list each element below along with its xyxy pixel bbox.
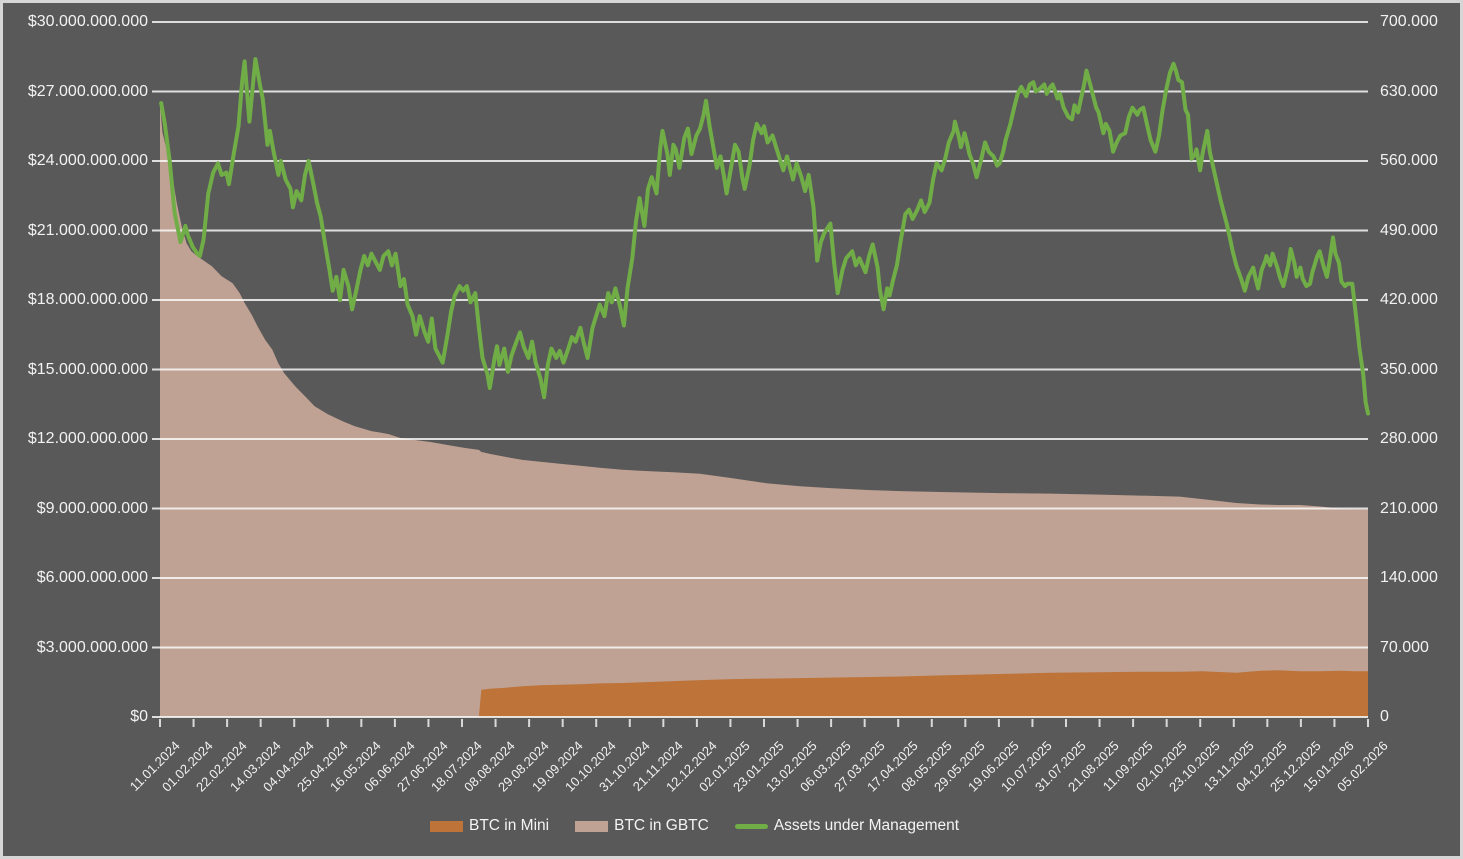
aum-line-series xyxy=(159,57,1370,416)
left-axis-tick-label: $18.000.000.000 xyxy=(27,291,148,308)
legend-item-btc-in-mini: BTC in Mini xyxy=(430,817,549,835)
legend-item-btc-in-gbtc: BTC in GBTC xyxy=(575,817,709,835)
legend-label: BTC in Mini xyxy=(469,817,550,834)
right-axis-tick-label: 0 xyxy=(1380,708,1389,725)
left-axis-tick-label: $30.000.000.000 xyxy=(27,13,148,30)
legend-item-assets-under-management: Assets under Management xyxy=(734,817,960,835)
gbtc-area-series xyxy=(160,104,1368,717)
right-axis-tick-label: 630.000 xyxy=(1380,82,1438,100)
right-axis-tick-label: 210.000 xyxy=(1380,499,1438,517)
mini-area-series xyxy=(160,670,1368,717)
legend: BTC in Mini BTC in GBTC Assets under Man… xyxy=(430,817,959,835)
left-axis-tick-label: $6.000.000.000 xyxy=(36,569,148,586)
left-axis-tick-label: $24.000.000.000 xyxy=(27,152,148,169)
right-axis-tick-label: 350.000 xyxy=(1380,360,1438,378)
right-axis-tick-label: 420.000 xyxy=(1380,291,1438,308)
left-axis-tick-label: $0 xyxy=(130,708,148,725)
right-axis-tick-label: 560.000 xyxy=(1380,152,1438,169)
left-axis-tick-label: $27.000.000.000 xyxy=(27,82,148,100)
right-axis-tick-label: 490.000 xyxy=(1380,221,1438,239)
right-axis-tick-label: 280.000 xyxy=(1380,430,1438,447)
legend-label: BTC in GBTC xyxy=(614,817,709,834)
right-axis-tick-label: 700.000 xyxy=(1380,13,1438,30)
right-axis-tick-label: 70.000 xyxy=(1380,638,1429,656)
left-axis-tick-label: $3.000.000.000 xyxy=(36,638,148,656)
mini-area-swatch-icon xyxy=(430,820,463,832)
left-axis-tick-label: $9.000.000.000 xyxy=(36,499,148,517)
right-axis-tick-label: 140.000 xyxy=(1380,569,1438,586)
left-axis-tick-label: $21.000.000.000 xyxy=(27,221,148,239)
aum-line-swatch-icon xyxy=(734,823,768,829)
legend-label: Assets under Management xyxy=(773,817,960,834)
gbtc-area-swatch-icon xyxy=(575,820,609,832)
left-axis-tick-label: $12.000.000.000 xyxy=(27,430,148,447)
left-axis-tick-label: $15.000.000.000 xyxy=(27,360,148,378)
